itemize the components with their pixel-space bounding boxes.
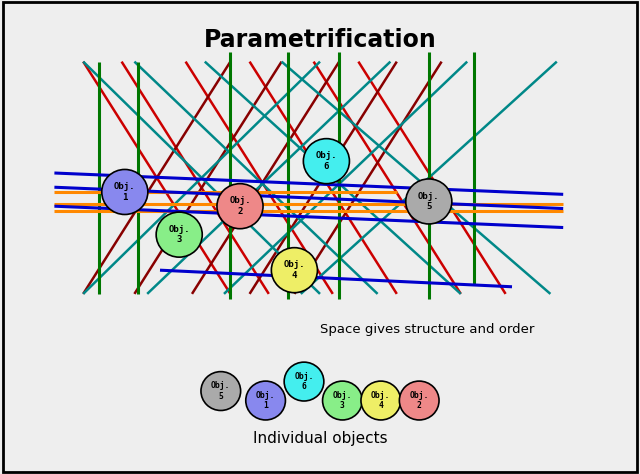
Text: Space gives structure and order: Space gives structure and order — [320, 323, 534, 336]
Ellipse shape — [217, 184, 263, 229]
Ellipse shape — [284, 362, 324, 401]
Text: Obj.
4: Obj. 4 — [371, 391, 390, 410]
Ellipse shape — [399, 381, 439, 420]
Text: Obj.
2: Obj. 2 — [229, 197, 251, 216]
Text: Obj.
5: Obj. 5 — [211, 382, 230, 401]
Text: Parametrification: Parametrification — [204, 28, 436, 53]
Text: Obj.
6: Obj. 6 — [316, 152, 337, 171]
Text: Obj.
4: Obj. 4 — [284, 261, 305, 280]
Text: Obj.
1: Obj. 1 — [114, 182, 136, 201]
Text: Obj.
3: Obj. 3 — [333, 391, 352, 410]
Ellipse shape — [201, 372, 241, 410]
Ellipse shape — [156, 212, 202, 257]
Ellipse shape — [303, 138, 349, 183]
Ellipse shape — [323, 381, 362, 420]
Ellipse shape — [102, 170, 148, 215]
Text: Individual objects: Individual objects — [253, 431, 387, 446]
Ellipse shape — [246, 381, 285, 420]
Text: Obj.
5: Obj. 5 — [418, 192, 440, 211]
Ellipse shape — [271, 248, 317, 292]
Text: Obj.
1: Obj. 1 — [256, 391, 275, 410]
Text: Obj.
3: Obj. 3 — [168, 225, 190, 244]
Ellipse shape — [406, 179, 452, 224]
Ellipse shape — [361, 381, 401, 420]
Text: Obj.
6: Obj. 6 — [294, 372, 314, 391]
Text: Obj.
2: Obj. 2 — [410, 391, 429, 410]
